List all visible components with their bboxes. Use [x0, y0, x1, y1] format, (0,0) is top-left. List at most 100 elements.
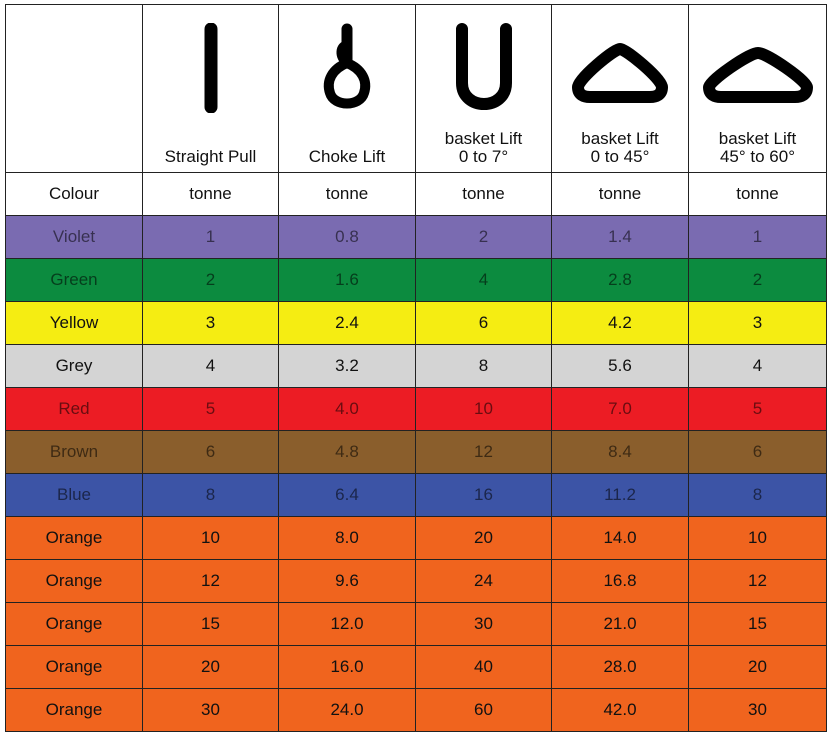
- wll-value-cell: 4.0: [278, 387, 416, 431]
- wll-value-cell: 8: [415, 344, 552, 388]
- colour-cell: Orange: [5, 645, 143, 689]
- wll-value-cell: 2.8: [551, 258, 689, 302]
- wll-value-cell: 30: [415, 602, 552, 646]
- wll-value-cell: 24: [415, 559, 552, 603]
- colour-cell: Orange: [5, 688, 143, 732]
- colour-cell: Violet: [5, 215, 143, 259]
- wll-value-cell: 60: [415, 688, 552, 732]
- wll-value-cell: 16.8: [551, 559, 689, 603]
- wll-value-cell: 0.8: [278, 215, 416, 259]
- header-cell-blank: [5, 4, 143, 173]
- table-row: Orange 20 16.0 40 28.0 20: [5, 645, 827, 689]
- wll-value-cell: 10: [415, 387, 552, 431]
- header-cell-basket-45-60: basket Lift 45° to 60°: [688, 4, 827, 173]
- wll-value-cell: 21.0: [551, 602, 689, 646]
- wll-value-cell: 15: [142, 602, 279, 646]
- wll-value-cell: 4.8: [278, 430, 416, 474]
- table-row: Orange 12 9.6 24 16.8 12: [5, 559, 827, 603]
- basket-vertical-sling-icon: [455, 23, 512, 110]
- units-cell: tonne: [551, 172, 689, 216]
- wll-value-cell: 9.6: [278, 559, 416, 603]
- wll-value-cell: 12: [415, 430, 552, 474]
- wll-value-cell: 2.4: [278, 301, 416, 345]
- wll-value-cell: 6.4: [278, 473, 416, 517]
- wll-value-cell: 3: [688, 301, 827, 345]
- table-row: Yellow 3 2.4 6 4.2 3: [5, 301, 827, 345]
- basket-60-sling-icon: [702, 47, 813, 103]
- table-row: Grey 4 3.2 8 5.6 4: [5, 344, 827, 388]
- table-row: Orange 10 8.0 20 14.0 10: [5, 516, 827, 560]
- header-cell-straight-pull: Straight Pull: [142, 4, 279, 173]
- wll-value-cell: 3.2: [278, 344, 416, 388]
- wll-value-cell: 12.0: [278, 602, 416, 646]
- header-cell-basket-0-45: basket Lift 0 to 45°: [551, 4, 689, 173]
- wll-value-cell: 1.4: [551, 215, 689, 259]
- units-cell: tonne: [415, 172, 552, 216]
- wll-value-cell: 4: [688, 344, 827, 388]
- header-label: basket Lift 0 to 7°: [444, 129, 523, 166]
- wll-value-cell: 15: [688, 602, 827, 646]
- wll-value-cell: 20: [415, 516, 552, 560]
- straight-pull-sling-icon: [204, 23, 217, 113]
- wll-value-cell: 1.6: [278, 258, 416, 302]
- header-label: Choke Lift: [308, 147, 386, 166]
- table-row: Blue 8 6.4 16 11.2 8: [5, 473, 827, 517]
- basket-45-sling-icon: [572, 43, 668, 103]
- wll-value-cell: 8.4: [551, 430, 689, 474]
- wll-value-cell: 16.0: [278, 645, 416, 689]
- wll-value-cell: 28.0: [551, 645, 689, 689]
- colour-cell: Orange: [5, 559, 143, 603]
- wll-value-cell: 2: [415, 215, 552, 259]
- table-row: Red 5 4.0 10 7.0 5: [5, 387, 827, 431]
- wll-value-cell: 10: [688, 516, 827, 560]
- header-label: Straight Pull: [164, 147, 257, 166]
- wll-value-cell: 12: [142, 559, 279, 603]
- table-row: Violet 1 0.8 2 1.4 1: [5, 215, 827, 259]
- wll-value-cell: 30: [688, 688, 827, 732]
- colour-cell: Green: [5, 258, 143, 302]
- table-row: Orange 30 24.0 60 42.0 30: [5, 688, 827, 732]
- header-cell-choke-lift: Choke Lift: [278, 4, 416, 173]
- wll-value-cell: 1: [688, 215, 827, 259]
- wll-value-cell: 8: [688, 473, 827, 517]
- units-cell-colour: Colour: [5, 172, 143, 216]
- table-row: Green 2 1.6 4 2.8 2: [5, 258, 827, 302]
- colour-cell: Yellow: [5, 301, 143, 345]
- wll-value-cell: 24.0: [278, 688, 416, 732]
- wll-value-cell: 1: [142, 215, 279, 259]
- wll-value-cell: 40: [415, 645, 552, 689]
- wll-value-cell: 6: [688, 430, 827, 474]
- wll-value-cell: 4: [142, 344, 279, 388]
- wll-value-cell: 4: [415, 258, 552, 302]
- header-cell-basket-0-7: basket Lift 0 to 7°: [415, 4, 552, 173]
- wll-value-cell: 11.2: [551, 473, 689, 517]
- wll-value-cell: 2: [142, 258, 279, 302]
- wll-value-cell: 4.2: [551, 301, 689, 345]
- header-label: basket Lift 45° to 60°: [718, 129, 797, 166]
- colour-cell: Blue: [5, 473, 143, 517]
- wll-value-cell: 6: [142, 430, 279, 474]
- header-label: basket Lift 0 to 45°: [581, 129, 659, 166]
- units-cell: tonne: [688, 172, 827, 216]
- units-row: Colour tonne tonne tonne tonne tonne: [5, 172, 827, 216]
- wll-value-cell: 5.6: [551, 344, 689, 388]
- wll-value-cell: 7.0: [551, 387, 689, 431]
- wll-value-cell: 42.0: [551, 688, 689, 732]
- wll-value-cell: 6: [415, 301, 552, 345]
- wll-value-cell: 2: [688, 258, 827, 302]
- wll-value-cell: 10: [142, 516, 279, 560]
- header-row: Straight Pull Choke Lift: [5, 4, 827, 173]
- wll-value-cell: 12: [688, 559, 827, 603]
- units-cell: tonne: [142, 172, 279, 216]
- colour-cell: Red: [5, 387, 143, 431]
- wll-value-cell: 20: [142, 645, 279, 689]
- wll-value-cell: 8: [142, 473, 279, 517]
- wll-value-cell: 16: [415, 473, 552, 517]
- choke-lift-sling-icon: [323, 23, 371, 109]
- colour-cell: Orange: [5, 516, 143, 560]
- wll-value-cell: 5: [688, 387, 827, 431]
- table-row: Orange 15 12.0 30 21.0 15: [5, 602, 827, 646]
- wll-value-cell: 30: [142, 688, 279, 732]
- units-cell: tonne: [278, 172, 416, 216]
- wll-value-cell: 20: [688, 645, 827, 689]
